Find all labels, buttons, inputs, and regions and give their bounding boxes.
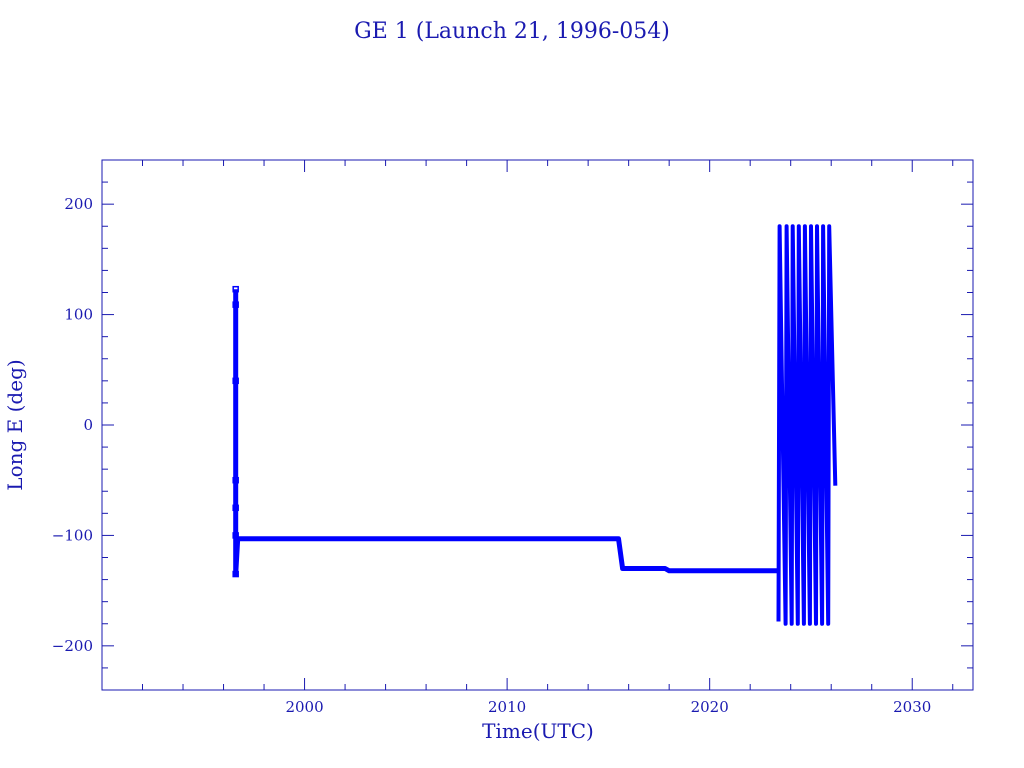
data-point <box>232 301 239 308</box>
x-tick-label: 2020 <box>691 698 729 716</box>
x-tick-label: 2030 <box>893 698 931 716</box>
series-line <box>233 289 779 577</box>
x-tick-label: 2000 <box>285 698 323 716</box>
y-tick-label: −200 <box>52 637 93 655</box>
data-point <box>232 504 239 512</box>
data-point <box>232 570 239 578</box>
x-tick-label: 2010 <box>488 698 526 716</box>
y-tick-label: 200 <box>64 195 93 213</box>
data-point <box>232 476 239 484</box>
y-tick-label: 100 <box>64 306 93 324</box>
axis-ticks <box>101 159 973 691</box>
x-axis-label: Time(UTC) <box>482 719 594 743</box>
series-line <box>776 224 838 626</box>
data-point <box>232 377 239 385</box>
y-tick-label: 0 <box>83 416 93 434</box>
data-point <box>232 532 239 539</box>
data-point <box>232 285 239 293</box>
y-tick-label: −100 <box>52 526 93 544</box>
y-axis-label: Long E (deg) <box>3 359 27 490</box>
chart-title: GE 1 (Launch 21, 1996-054) <box>354 19 670 44</box>
tick-labels: 2000 2010 2020 2030 −200 −100 0 100 200 <box>52 195 932 716</box>
plot-frame <box>101 159 974 691</box>
series-layer <box>232 224 838 626</box>
